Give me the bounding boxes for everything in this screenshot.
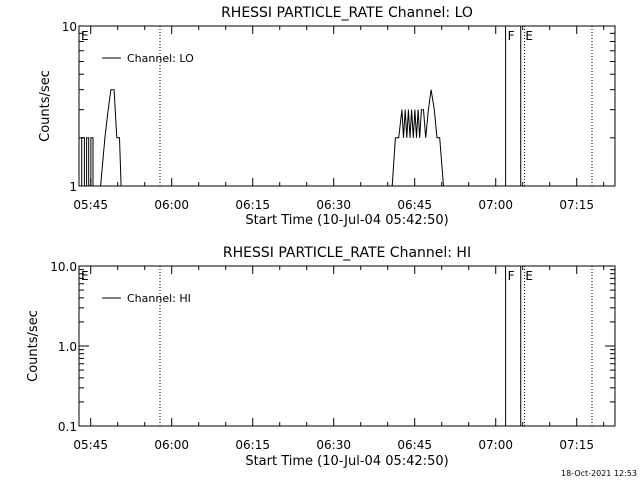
footer-timestamp: 18-Oct-2021 12:53 [561, 469, 637, 478]
legend-label: Channel: LO [127, 52, 194, 65]
event-marker-label: F [508, 29, 515, 43]
series-line-0 [81, 89, 444, 187]
x-tick-label: 07:15 [559, 198, 594, 212]
chart-panel-2 [78, 265, 616, 427]
event-marker-label: E [525, 29, 533, 43]
y-axis-label: Counts/sec [38, 70, 53, 142]
x-tick-label: 06:45 [397, 198, 432, 212]
x-tick-label: 06:15 [235, 198, 270, 212]
y-axis-label: Counts/sec [26, 310, 41, 382]
plot-frame [78, 25, 616, 187]
x-tick-label: 06:30 [316, 438, 351, 452]
event-marker-label: E [81, 269, 89, 283]
x-tick-label: 06:30 [316, 198, 351, 212]
x-tick-label: 07:00 [478, 198, 513, 212]
y-tick-label: 10.0 [50, 260, 77, 274]
x-tick-label: 06:00 [154, 438, 189, 452]
chart-title: RHESSI PARTICLE_RATE Channel: LO [221, 5, 473, 21]
x-tick-label: 06:45 [397, 438, 432, 452]
event-marker-label: E [525, 269, 533, 283]
legend-label: Channel: HI [127, 292, 191, 305]
y-tick-label: 0.1 [58, 420, 77, 434]
x-tick-label: 05:45 [73, 438, 108, 452]
event-marker-label: E [81, 29, 89, 43]
y-tick-label: 1.0 [58, 340, 77, 354]
chart-panel-1 [78, 25, 616, 187]
x-tick-label: 06:00 [154, 198, 189, 212]
x-tick-label: 07:00 [478, 438, 513, 452]
x-tick-label: 05:45 [73, 198, 108, 212]
x-tick-label: 06:15 [235, 438, 270, 452]
x-tick-label: 07:15 [559, 438, 594, 452]
y-tick-label: 1 [69, 180, 77, 194]
x-axis-label: Start Time (10-Jul-04 05:42:50) [245, 454, 448, 469]
x-axis-label: Start Time (10-Jul-04 05:42:50) [245, 213, 448, 228]
y-tick-label: 10 [62, 20, 77, 34]
event-marker-label: F [508, 269, 515, 283]
chart-title: RHESSI PARTICLE_RATE Channel: HI [223, 245, 471, 261]
plot-frame [78, 265, 616, 427]
